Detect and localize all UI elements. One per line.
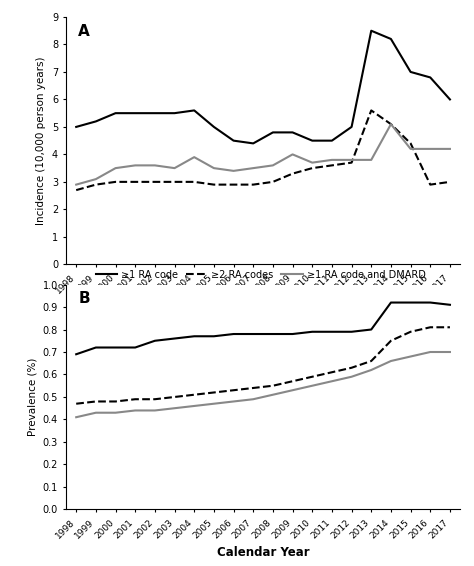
- Legend: ≥1 RA code, ≥2 RA codes, ≥1 RA code and DMARD: ≥1 RA code, ≥2 RA codes, ≥1 RA code and …: [92, 265, 429, 284]
- Y-axis label: Incidence (10,000 person years): Incidence (10,000 person years): [36, 57, 46, 225]
- Y-axis label: Prevalence (%): Prevalence (%): [27, 358, 37, 436]
- X-axis label: Calendar Year: Calendar Year: [217, 301, 310, 314]
- X-axis label: Calendar Year: Calendar Year: [217, 546, 310, 559]
- Text: A: A: [78, 24, 90, 40]
- Text: B: B: [78, 291, 90, 306]
